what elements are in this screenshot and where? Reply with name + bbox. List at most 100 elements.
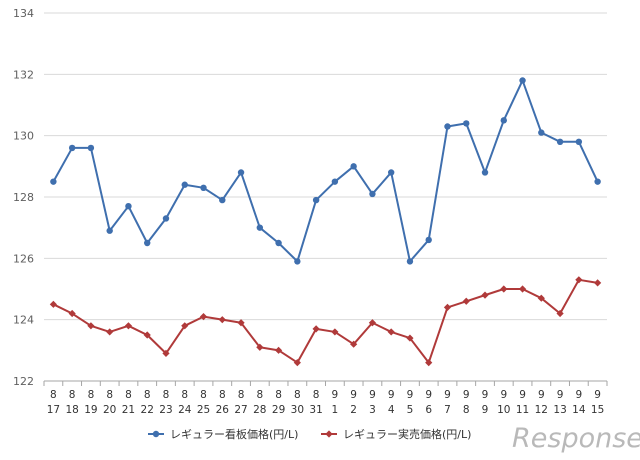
x-tick-day: 12 xyxy=(535,404,548,416)
x-tick-month: 8 xyxy=(106,389,113,401)
data-point xyxy=(50,178,57,185)
x-tick-day: 1 xyxy=(332,404,339,416)
data-point xyxy=(575,276,583,284)
x-tick-day: 27 xyxy=(234,404,247,416)
data-point xyxy=(68,309,76,318)
data-point xyxy=(443,303,452,311)
x-tick-day: 8 xyxy=(463,404,470,416)
data-point xyxy=(444,123,451,130)
x-tick-month: 9 xyxy=(444,389,451,401)
x-tick-month: 9 xyxy=(425,389,432,401)
data-point xyxy=(237,319,245,327)
x-tick-month: 9 xyxy=(557,389,564,401)
data-point xyxy=(537,294,545,302)
x-tick-day: 7 xyxy=(444,404,451,416)
data-point xyxy=(556,138,564,145)
series-1 xyxy=(50,77,601,265)
data-point xyxy=(274,346,283,354)
x-tick-day: 31 xyxy=(309,404,322,416)
data-point xyxy=(143,331,151,339)
x-tick-month: 8 xyxy=(144,389,151,401)
x-tick-day: 4 xyxy=(388,404,395,416)
x-tick-day: 3 xyxy=(369,404,376,416)
series-layer xyxy=(49,77,602,367)
data-point xyxy=(218,316,226,324)
data-point xyxy=(312,196,320,204)
x-tick-month: 9 xyxy=(482,389,489,401)
x-tick-month: 9 xyxy=(407,389,414,401)
data-point xyxy=(106,227,113,234)
data-point xyxy=(519,77,526,84)
watermark-text: Response. xyxy=(512,423,640,454)
y-tick-label: 124 xyxy=(13,314,34,327)
x-tick-month: 8 xyxy=(163,389,170,401)
y-tick-label: 128 xyxy=(13,191,34,204)
x-tick-month: 8 xyxy=(88,389,95,401)
x-tick-day: 14 xyxy=(572,404,586,416)
data-point xyxy=(350,163,357,170)
x-tick-day: 21 xyxy=(122,404,135,416)
x-tick-day: 9 xyxy=(482,404,489,416)
x-tick-day: 28 xyxy=(253,404,266,416)
data-point xyxy=(87,322,95,330)
legend-label: レギュラー実売価格(円/L) xyxy=(343,427,471,441)
x-tick-month: 8 xyxy=(125,389,132,401)
data-point xyxy=(406,334,414,342)
x-tick-day: 23 xyxy=(159,404,172,416)
data-point xyxy=(406,258,414,265)
data-point xyxy=(125,203,132,210)
data-point xyxy=(199,313,208,321)
x-tick-month: 9 xyxy=(388,389,395,401)
data-point xyxy=(124,322,133,330)
data-point xyxy=(68,144,76,152)
data-point xyxy=(162,215,170,222)
data-point xyxy=(200,184,207,191)
data-point xyxy=(87,144,95,152)
x-axis: 8178188198208218228238248258268278288298… xyxy=(43,381,608,416)
y-tick-label: 126 xyxy=(13,252,34,265)
data-point xyxy=(481,169,489,176)
x-tick-day: 13 xyxy=(553,404,566,416)
data-point xyxy=(152,430,160,438)
legend: レギュラー看板価格(円/L) レギュラー実売価格(円/L) xyxy=(148,427,471,441)
x-tick-month: 9 xyxy=(576,389,583,401)
data-point xyxy=(181,322,189,330)
x-tick-day: 18 xyxy=(65,404,78,416)
data-point xyxy=(294,258,301,265)
x-tick-month: 9 xyxy=(463,389,470,401)
data-point xyxy=(500,285,508,293)
x-tick-month: 8 xyxy=(294,389,301,401)
data-point xyxy=(162,349,170,357)
x-tick-day: 30 xyxy=(291,404,304,416)
x-tick-month: 9 xyxy=(538,389,545,401)
x-tick-day: 15 xyxy=(591,404,604,416)
data-point xyxy=(106,328,114,336)
data-point xyxy=(275,239,282,247)
y-axis: 122 124 126 128 130 132 134 xyxy=(13,7,34,388)
series-line xyxy=(52,278,598,364)
x-tick-month: 9 xyxy=(350,389,357,401)
x-tick-day: 6 xyxy=(425,404,432,416)
series-2 xyxy=(49,276,602,367)
grid-lines xyxy=(44,12,607,382)
x-tick-month: 8 xyxy=(50,389,57,401)
data-point xyxy=(331,178,339,185)
legend-label: レギュラー看板価格(円/L) xyxy=(170,427,298,441)
data-point xyxy=(387,169,395,176)
x-tick-day: 26 xyxy=(216,404,230,416)
data-point xyxy=(369,190,376,198)
data-point xyxy=(425,359,433,367)
data-point xyxy=(425,236,432,244)
data-point xyxy=(594,279,602,287)
x-tick-month: 8 xyxy=(181,389,188,401)
data-point xyxy=(556,309,564,318)
data-point xyxy=(256,343,264,351)
data-point xyxy=(481,291,489,299)
x-tick-day: 17 xyxy=(47,404,60,416)
x-tick-month: 9 xyxy=(519,389,526,401)
data-point xyxy=(312,325,320,333)
y-tick-label: 134 xyxy=(13,7,34,20)
data-point xyxy=(144,239,151,247)
data-point xyxy=(219,196,226,204)
